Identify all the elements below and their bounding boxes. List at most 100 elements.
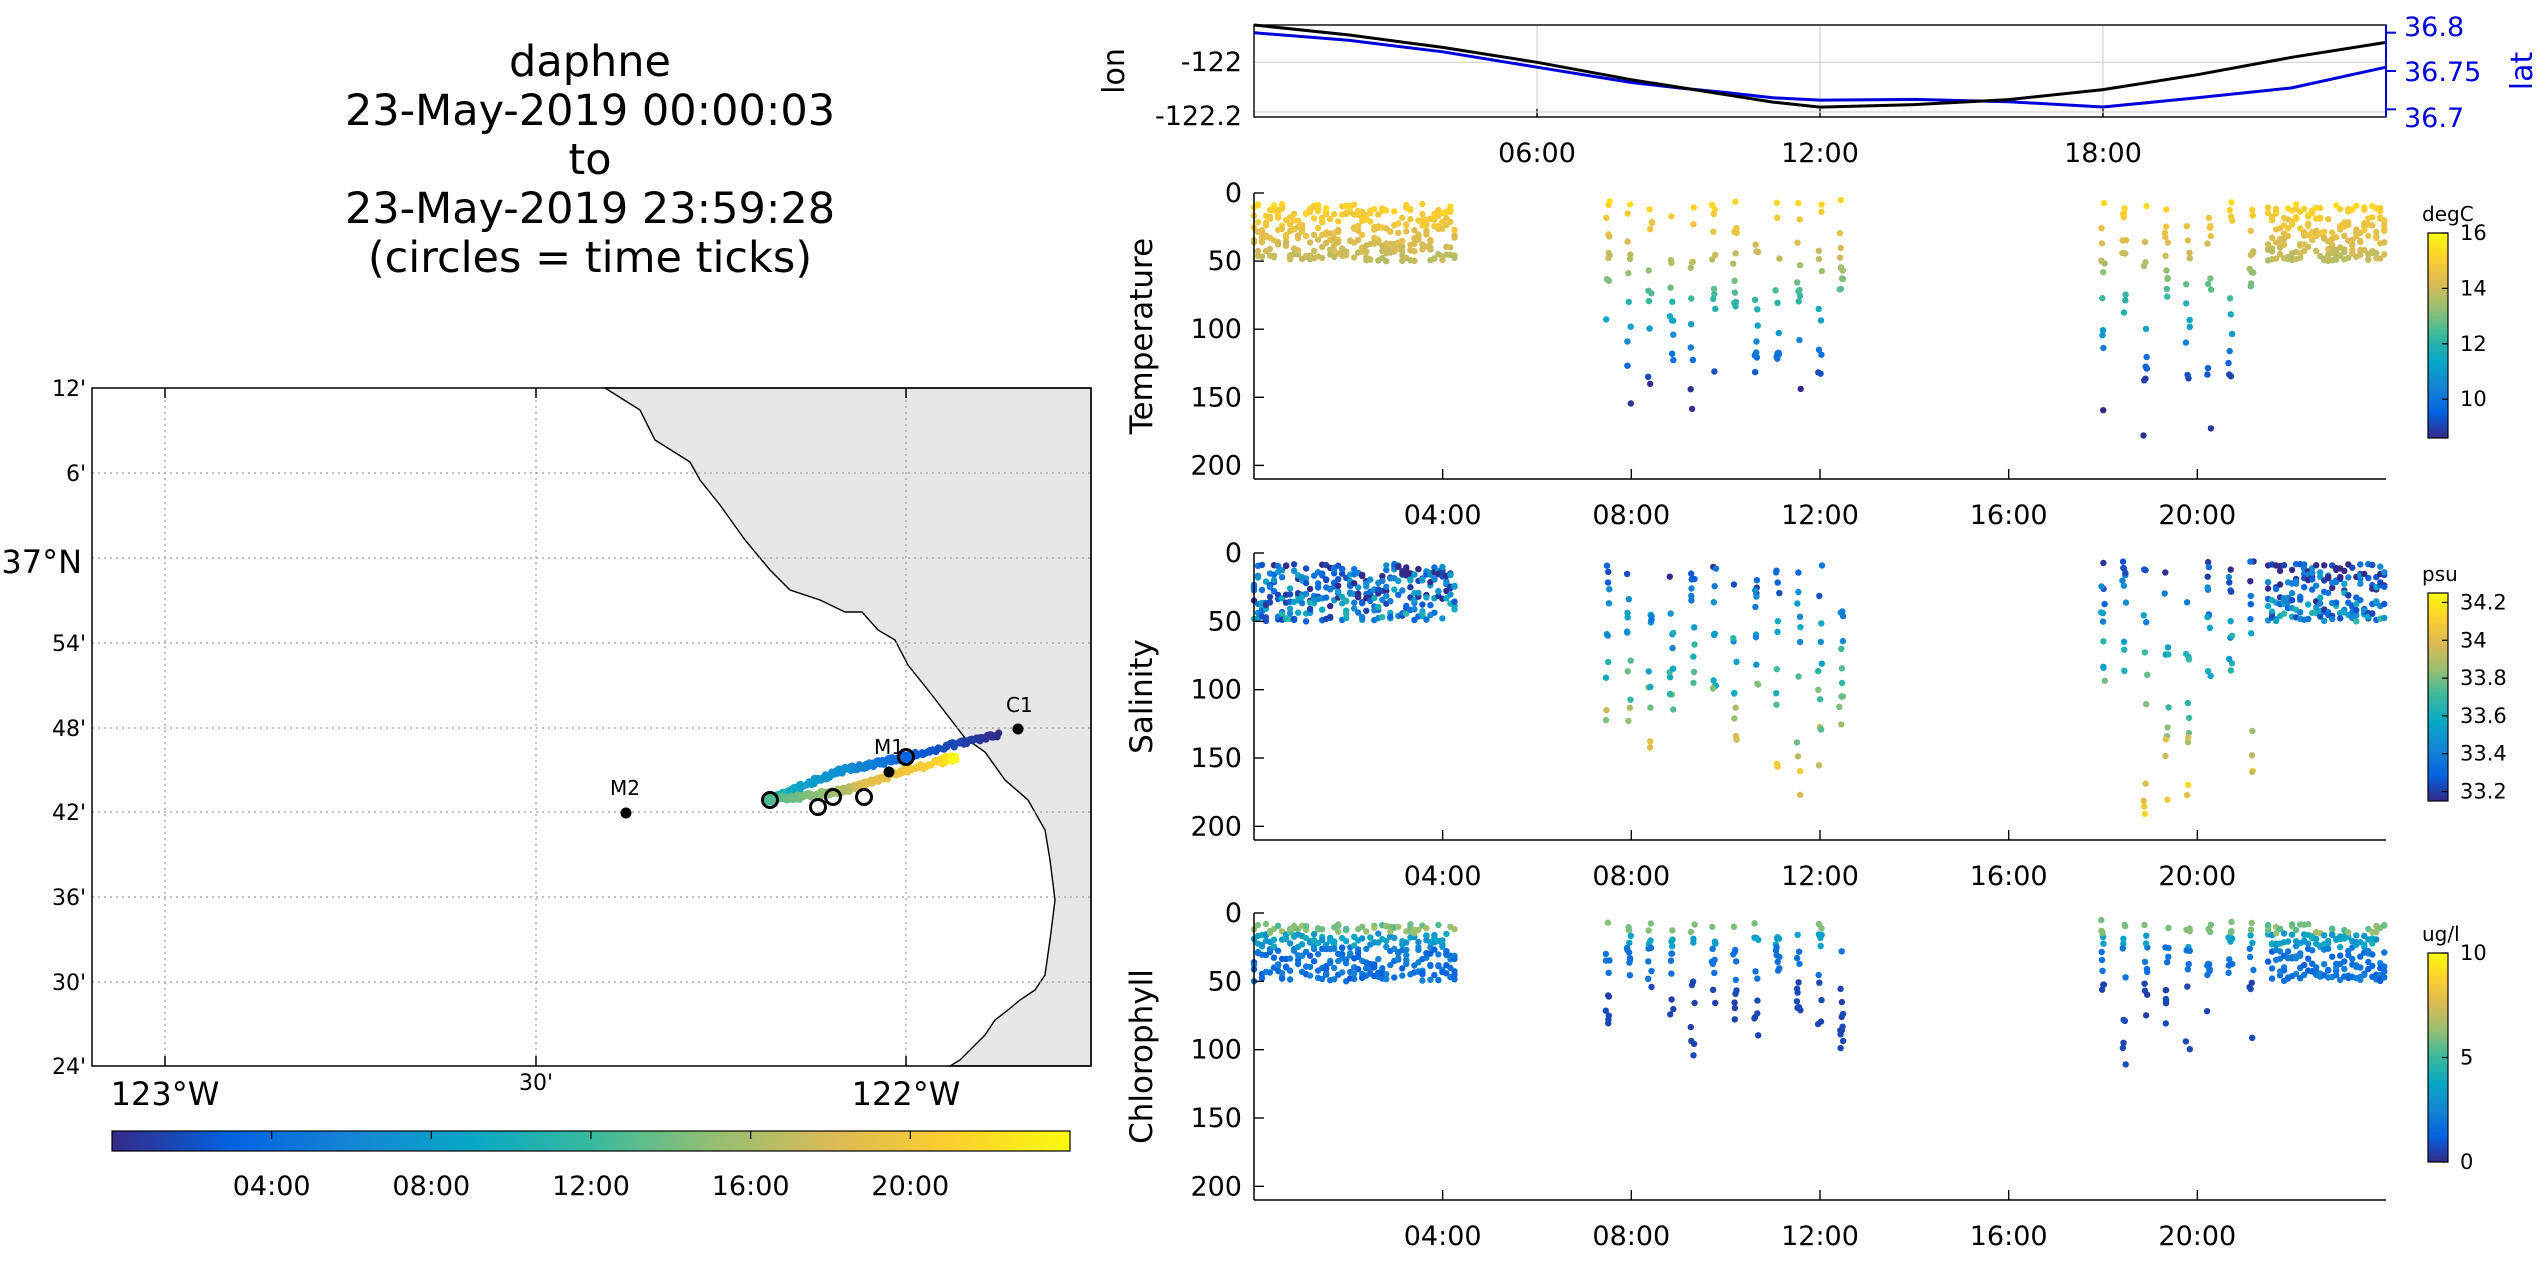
data-point <box>2122 237 2130 244</box>
data-point <box>1688 981 1696 989</box>
data-point <box>2207 672 2214 679</box>
data-point <box>1310 247 1318 254</box>
data-point <box>1711 583 1718 590</box>
colorbar-tick-label: 33.4 <box>2460 742 2507 766</box>
data-point <box>2186 323 2193 330</box>
data-point <box>1794 989 1801 996</box>
data-point <box>1323 971 1330 978</box>
data-point <box>2317 573 2324 580</box>
data-point <box>2337 574 2344 581</box>
data-point <box>2381 251 2388 258</box>
data-point <box>1815 971 1822 979</box>
data-point <box>1688 570 1695 577</box>
data-point <box>1817 317 1825 324</box>
data-point <box>2365 958 2372 966</box>
data-point <box>1419 977 1426 984</box>
data-point <box>1302 575 1310 582</box>
data-point <box>2272 617 2280 624</box>
data-point <box>2098 240 2106 247</box>
data-point <box>1838 721 1845 728</box>
ytick-label: 150 <box>1190 743 1242 774</box>
data-point <box>2098 225 2105 232</box>
data-point <box>1355 965 1362 973</box>
data-point <box>1331 976 1338 983</box>
data-point <box>2337 952 2344 959</box>
data-point <box>1355 584 1362 591</box>
data-point <box>2098 927 2105 934</box>
data-point <box>2098 916 2105 924</box>
data-point <box>1286 591 1294 598</box>
lon-ticks: -122 -122.2 <box>1155 47 1242 132</box>
data-point <box>2185 781 2192 788</box>
data-point <box>1751 296 1759 303</box>
data-point <box>2122 1061 2129 1068</box>
data-point <box>1266 599 1274 606</box>
data-point <box>1383 971 1390 978</box>
xtick-label: 16:00 <box>1970 500 2048 531</box>
data-point <box>1447 218 1454 225</box>
data-point <box>1335 582 1342 589</box>
data-point <box>1647 738 1654 745</box>
data-point <box>2268 234 2276 241</box>
xtick-label: 12:00 <box>1781 861 1859 892</box>
xtick-label: 04:00 <box>1404 1221 1482 1252</box>
data-point <box>2098 986 2106 993</box>
position-grid <box>1254 25 2396 117</box>
track-colorbar-ticks: 04:00 08:00 12:00 16:00 20:00 <box>233 1131 949 1202</box>
data-point <box>1415 946 1422 953</box>
data-point <box>2141 921 2148 929</box>
data-point <box>1351 970 1358 977</box>
data-point <box>1730 635 1737 642</box>
data-point <box>2162 997 2170 1004</box>
data-point <box>1838 665 1846 672</box>
data-point <box>1399 587 1406 594</box>
data-point <box>1379 614 1386 621</box>
data-point <box>1774 299 1781 306</box>
data-point <box>1710 285 1718 293</box>
data-point <box>2249 768 2256 775</box>
data-point <box>1690 653 1697 660</box>
data-point <box>1319 217 1326 224</box>
data-point <box>2369 561 2376 569</box>
data-point <box>1755 1032 1762 1039</box>
data-point <box>1667 284 1674 291</box>
data-point <box>1604 579 1612 586</box>
map-frame <box>91 387 1092 1067</box>
data-point <box>1838 998 1846 1006</box>
data-point <box>2119 945 2126 952</box>
data-point <box>1690 679 1697 687</box>
data-point <box>1431 255 1438 262</box>
data-point <box>1625 717 1632 725</box>
data-point <box>2365 232 2372 239</box>
data-point <box>1602 950 1610 958</box>
data-point <box>1274 962 1282 969</box>
data-point <box>1624 629 1631 636</box>
data-point <box>2142 375 2149 382</box>
data-point <box>1423 594 1430 601</box>
data-point <box>2284 232 2292 240</box>
data-point <box>1327 602 1334 610</box>
data-point <box>2341 965 2348 973</box>
data-point <box>1818 267 1826 275</box>
data-point <box>2205 214 2213 221</box>
data-point <box>1343 252 1350 259</box>
data-point <box>1379 572 1386 580</box>
data-point <box>1627 932 1635 939</box>
data-point <box>1626 255 1634 263</box>
data-point <box>1605 658 1612 666</box>
data-point <box>2381 921 2388 929</box>
data-point <box>1439 615 1446 622</box>
data-point <box>2353 612 2360 619</box>
colorbar-tick-label: 34 <box>2460 628 2487 652</box>
data-point <box>1294 232 1302 239</box>
data-point <box>2204 613 2211 621</box>
data-point <box>2325 216 2332 223</box>
data-point <box>1319 975 1326 983</box>
data-point <box>1818 208 1825 215</box>
data-point <box>1391 208 1398 215</box>
data-point <box>2345 574 2352 581</box>
data-point <box>2247 578 2254 585</box>
data-point <box>1776 589 1783 597</box>
data-point <box>1323 576 1330 583</box>
data-point <box>2163 267 2170 274</box>
